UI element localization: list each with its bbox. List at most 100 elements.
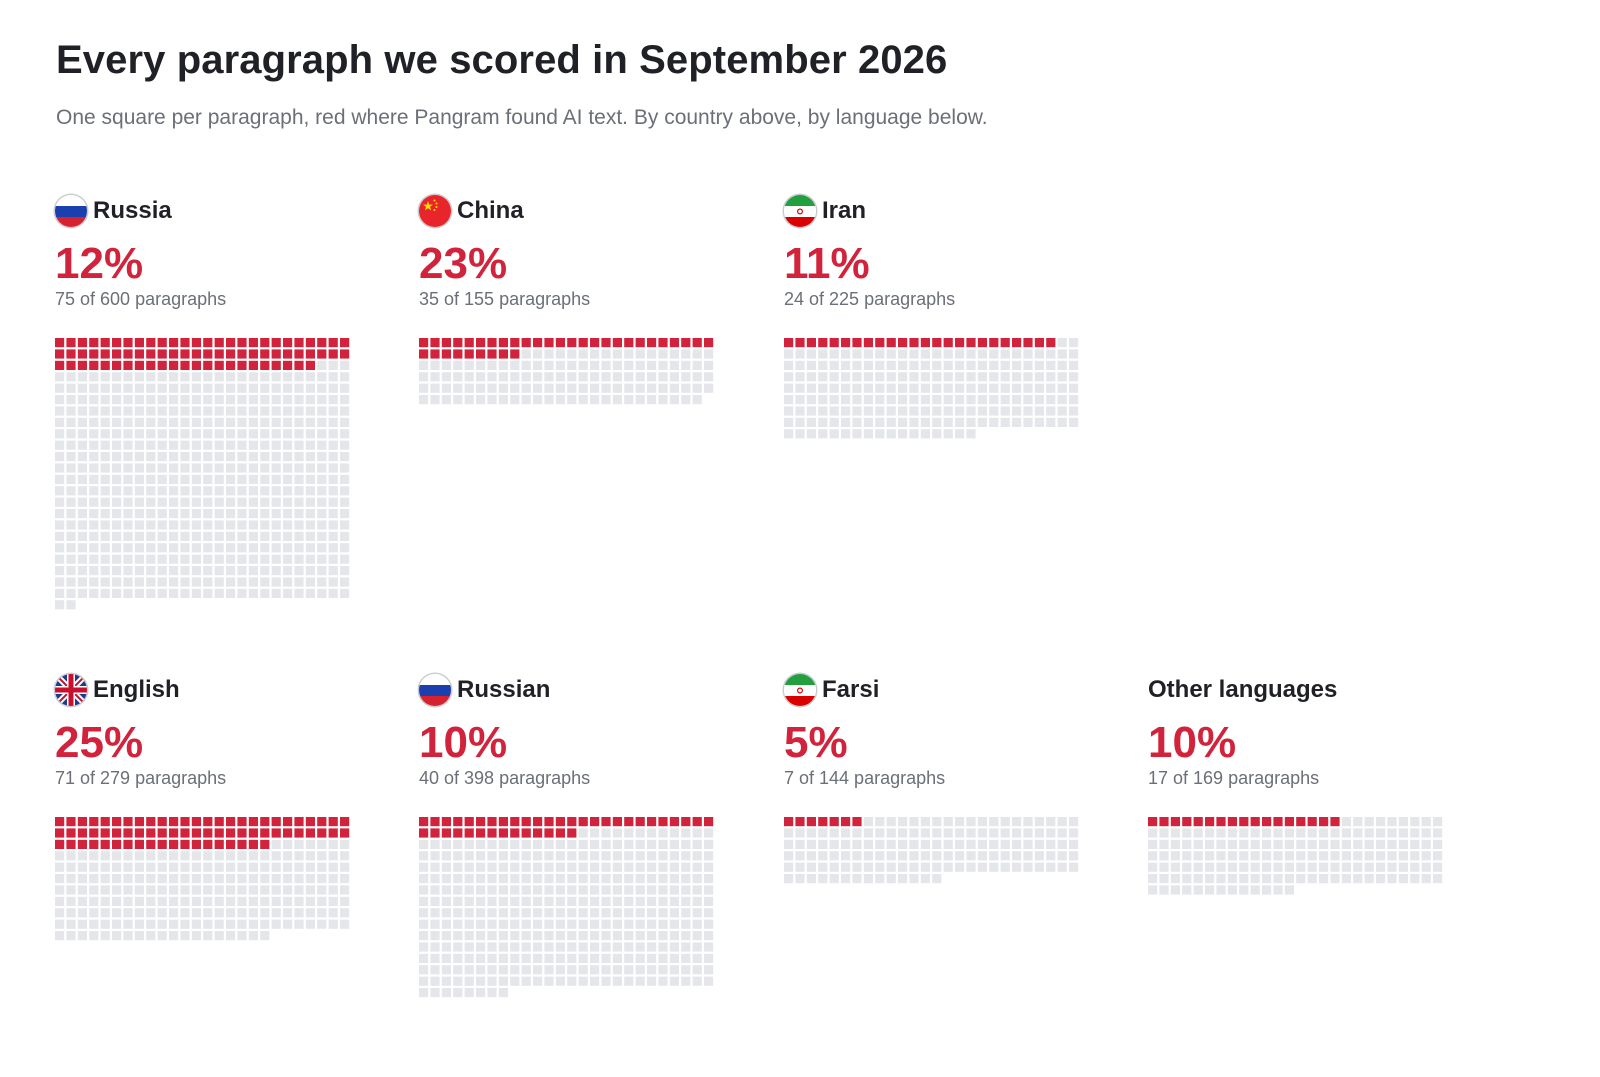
paragraph-square [829, 862, 839, 872]
paragraph-square [669, 965, 679, 975]
paragraph-square [441, 965, 451, 975]
paragraph-square [920, 417, 930, 427]
paragraph-square [681, 919, 691, 929]
ai-paragraph-square [260, 828, 270, 838]
paragraph-square [237, 452, 247, 462]
paragraph-square [1148, 851, 1158, 861]
paragraph-square [1387, 874, 1397, 884]
paragraph-square [898, 360, 908, 370]
paragraph-square [704, 874, 714, 884]
ai-paragraph-square [169, 338, 179, 348]
paragraph-square [1330, 828, 1340, 838]
paragraph-square [100, 566, 110, 576]
paragraph-square [909, 417, 919, 427]
paragraph-square [1410, 874, 1420, 884]
paragraph-square [1069, 406, 1079, 416]
paragraph-square [340, 474, 350, 484]
paragraph-square [191, 851, 201, 861]
paragraph-square [829, 406, 839, 416]
paragraph-square [248, 885, 258, 895]
paragraph-square [1353, 839, 1363, 849]
paragraph-square [692, 360, 702, 370]
paragraph-square [1193, 874, 1203, 884]
paragraph-square [180, 452, 190, 462]
iran-flag-icon [784, 195, 816, 227]
paragraph-square [430, 383, 440, 393]
paragraph-square [920, 372, 930, 382]
paragraph-square [55, 554, 65, 564]
paragraph-square [226, 520, 236, 530]
ai-paragraph-square [635, 817, 645, 827]
paragraph-square [112, 372, 122, 382]
paragraph-square [841, 862, 851, 872]
paragraph-square [1273, 839, 1283, 849]
waffle-grid [419, 338, 739, 407]
paragraph-square [203, 885, 213, 895]
paragraph-square [533, 896, 543, 906]
paragraph-square [180, 908, 190, 918]
paragraph-square [590, 851, 600, 861]
paragraph-square [100, 543, 110, 553]
ai-paragraph-square [419, 338, 429, 348]
paragraph-square [909, 828, 919, 838]
paragraph-square [294, 874, 304, 884]
paragraph-square [510, 931, 520, 941]
paragraph-square [294, 862, 304, 872]
paragraph-square [134, 497, 144, 507]
paragraph-square [966, 360, 976, 370]
paragraph-square [1069, 862, 1079, 872]
paragraph-square [1046, 851, 1056, 861]
paragraph-square [271, 452, 281, 462]
paragraph-square [191, 577, 201, 587]
paragraph-square [498, 839, 508, 849]
paragraph-square [191, 463, 201, 473]
paragraph-square [989, 817, 999, 827]
paragraph-square [123, 383, 133, 393]
paragraph-square [146, 429, 156, 439]
paragraph-square [453, 395, 463, 405]
paragraph-square [55, 417, 65, 427]
paragraph-square [920, 395, 930, 405]
ai-paragraph-square [237, 360, 247, 370]
paragraph-square [146, 554, 156, 564]
paragraph-square [544, 965, 554, 975]
paragraph-square [555, 851, 565, 861]
paragraph-square [271, 543, 281, 553]
paragraph-square [863, 406, 873, 416]
paragraph-square [932, 372, 942, 382]
paragraph-square [1159, 885, 1169, 895]
paragraph-square [169, 497, 179, 507]
paragraph-square [555, 976, 565, 986]
paragraph-square [1205, 874, 1215, 884]
paragraph-square [487, 885, 497, 895]
ai-paragraph-square [909, 338, 919, 348]
ai-paragraph-square [1046, 338, 1056, 348]
paragraph-square [77, 851, 87, 861]
paragraph-square [157, 919, 167, 929]
paragraph-square [294, 566, 304, 576]
paragraph-square [863, 862, 873, 872]
paragraph-square [340, 360, 350, 370]
paragraph-square [100, 474, 110, 484]
paragraph-square [658, 372, 668, 382]
paragraph-square [704, 953, 714, 963]
paragraph-square [123, 862, 133, 872]
ai-paragraph-square [134, 839, 144, 849]
paragraph-square [1012, 862, 1022, 872]
paragraph-square [191, 554, 201, 564]
paragraph-square [476, 862, 486, 872]
ai-paragraph-square [1000, 338, 1010, 348]
paragraph-square [784, 839, 794, 849]
paragraph-square [658, 360, 668, 370]
paragraph-square [214, 931, 224, 941]
paragraph-square [692, 919, 702, 929]
paragraph-square [795, 874, 805, 884]
paragraph-square [1148, 874, 1158, 884]
paragraph-square [498, 395, 508, 405]
paragraph-square [909, 349, 919, 359]
paragraph-square [66, 383, 76, 393]
paragraph-square [1341, 839, 1351, 849]
paragraph-square [89, 440, 99, 450]
paragraph-square [328, 862, 338, 872]
paragraph-square [112, 566, 122, 576]
